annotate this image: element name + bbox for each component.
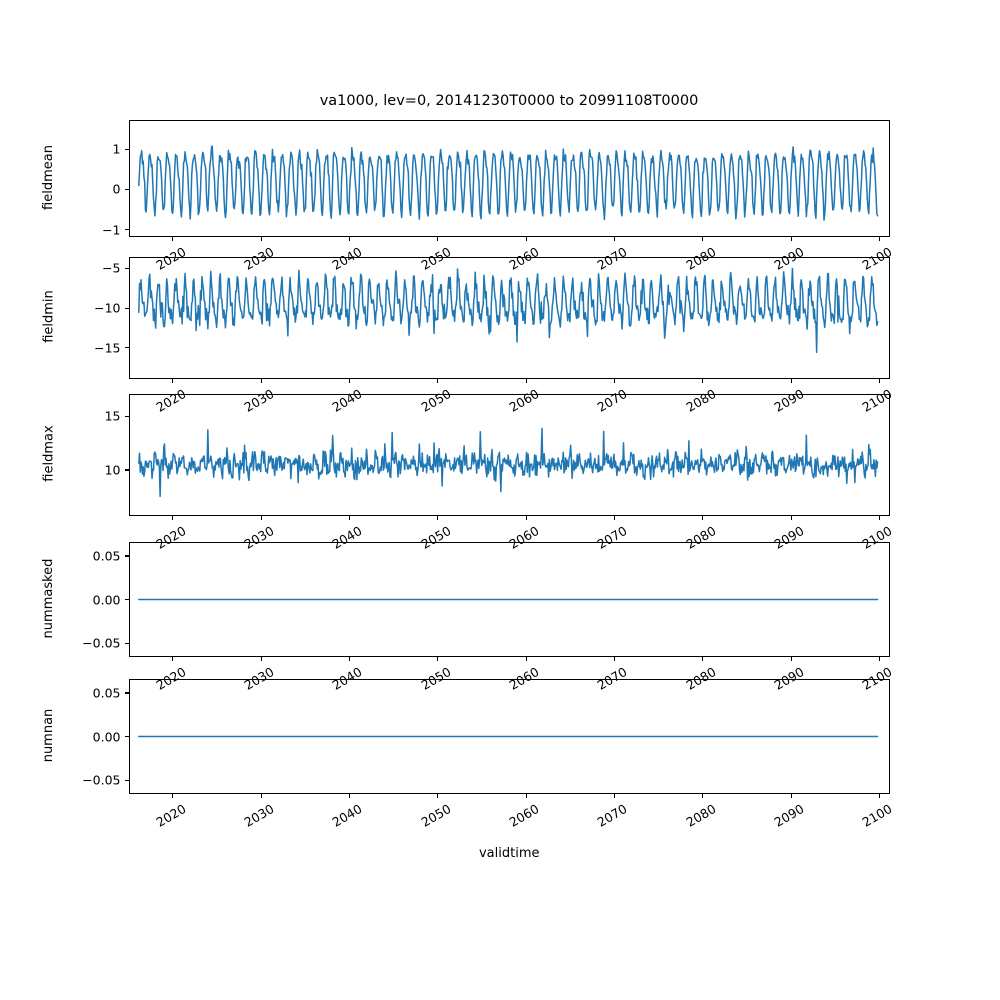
y-tick-label-fieldmin-0: −15 — [94, 340, 121, 356]
x-tick-mark — [878, 237, 880, 241]
y-axis-label-nummasked: nummasked — [41, 558, 56, 638]
y-axis-label-fieldmean: fieldmean — [41, 144, 56, 210]
x-tick-mark — [260, 657, 262, 661]
x-tick-label-5: 2070 — [594, 801, 630, 830]
x-tick-mark — [790, 794, 792, 798]
x-tick-label-4: 2060 — [506, 801, 542, 830]
x-tick-label-7: 2090 — [771, 801, 807, 830]
y-tick-label-fieldmin-1: −10 — [94, 300, 121, 316]
x-tick-mark — [613, 794, 615, 798]
y-tick-label-numnan-2: 0.05 — [92, 685, 121, 701]
x-tick-mark — [790, 379, 792, 383]
x-tick-mark — [437, 516, 439, 520]
x-tick-mark — [613, 237, 615, 241]
x-tick-mark — [260, 794, 262, 798]
y-tick-label-nummasked-1: 0.00 — [92, 592, 121, 607]
x-tick-label-6: 2080 — [683, 801, 719, 830]
x-tick-mark — [790, 516, 792, 520]
y-tick-mark — [124, 188, 129, 190]
x-tick-mark — [702, 516, 704, 520]
x-tick-mark — [525, 379, 527, 383]
x-tick-mark — [172, 237, 174, 241]
y-tick-label-fieldmean-1: 0 — [112, 181, 121, 197]
x-tick-mark — [437, 379, 439, 383]
y-axis-label-fieldmax: fieldmax — [41, 425, 56, 482]
y-tick-mark — [124, 415, 129, 418]
y-tick-label-fieldmin-2: −5 — [102, 260, 121, 276]
x-tick-mark — [348, 379, 350, 383]
y-tick-mark — [124, 736, 129, 738]
y-tick-label-numnan-1: 0.00 — [92, 729, 121, 744]
x-tick-mark — [348, 657, 350, 661]
y-tick-label-fieldmax-1: 15 — [104, 408, 121, 424]
y-tick-label-numnan-0: −0.05 — [82, 772, 121, 788]
y-tick-mark — [124, 267, 129, 269]
y-tick-mark — [124, 307, 129, 309]
x-tick-mark — [790, 237, 792, 241]
x-tick-mark — [702, 794, 704, 798]
y-tick-label-nummasked-0: −0.05 — [82, 635, 121, 651]
x-tick-mark — [613, 657, 615, 661]
y-tick-label-fieldmean-0: −1 — [102, 222, 121, 238]
subplot-nummasked — [128, 542, 890, 657]
figure-title: va1000, lev=0, 20141230T0000 to 20991108… — [319, 93, 699, 109]
x-tick-mark — [260, 237, 262, 241]
x-tick-label-8: 2100 — [859, 801, 895, 830]
x-tick-mark — [790, 657, 792, 661]
x-tick-mark — [525, 794, 527, 798]
y-tick-mark — [124, 469, 129, 471]
y-tick-mark — [124, 555, 129, 557]
x-tick-mark — [437, 657, 439, 661]
x-tick-mark — [348, 794, 350, 798]
x-tick-mark — [702, 379, 704, 383]
y-tick-mark — [124, 347, 129, 349]
x-tick-mark — [260, 379, 262, 383]
y-tick-mark — [124, 229, 129, 231]
x-tick-label-0: 2020 — [153, 801, 189, 830]
x-tick-label-1: 2030 — [241, 801, 277, 830]
y-tick-label-nummasked-2: 0.05 — [92, 548, 121, 564]
x-tick-mark — [348, 516, 350, 520]
y-tick-mark — [124, 642, 129, 644]
x-tick-label-3: 2050 — [418, 801, 454, 830]
x-tick-mark — [172, 379, 174, 383]
x-tick-mark — [260, 516, 262, 520]
x-tick-mark — [348, 237, 350, 241]
y-tick-mark — [124, 779, 129, 781]
x-tick-mark — [525, 237, 527, 241]
subplot-numnan — [128, 679, 890, 794]
y-tick-mark — [124, 148, 129, 150]
x-tick-mark — [878, 794, 880, 798]
x-tick-mark — [172, 516, 174, 520]
x-tick-mark — [878, 657, 880, 661]
y-tick-label-fieldmax-0: 10 — [104, 462, 121, 478]
x-tick-mark — [613, 516, 615, 520]
x-tick-mark — [878, 516, 880, 520]
x-tick-mark — [702, 237, 704, 241]
x-tick-mark — [525, 657, 527, 661]
x-tick-mark — [437, 794, 439, 798]
x-tick-mark — [172, 657, 174, 661]
x-axis-label: validtime — [478, 846, 540, 861]
data-line-fieldmin — [137, 267, 878, 354]
y-axis-label-numnan: numnan — [41, 708, 56, 762]
data-line-fieldmax — [137, 427, 878, 498]
x-tick-mark — [172, 794, 174, 798]
subplot-fieldmin — [128, 257, 890, 379]
x-tick-mark — [437, 237, 439, 241]
subplot-fieldmean — [128, 120, 890, 237]
subplot-fieldmax — [128, 394, 890, 516]
y-tick-label-fieldmean-2: 1 — [112, 141, 121, 157]
data-line-fieldmean — [137, 145, 878, 221]
x-tick-mark — [878, 379, 880, 383]
x-tick-mark — [525, 516, 527, 520]
y-tick-mark — [124, 599, 129, 601]
x-tick-label-2: 2040 — [329, 801, 365, 830]
x-tick-mark — [702, 657, 704, 661]
x-tick-mark — [613, 379, 615, 383]
y-tick-mark — [124, 692, 129, 694]
